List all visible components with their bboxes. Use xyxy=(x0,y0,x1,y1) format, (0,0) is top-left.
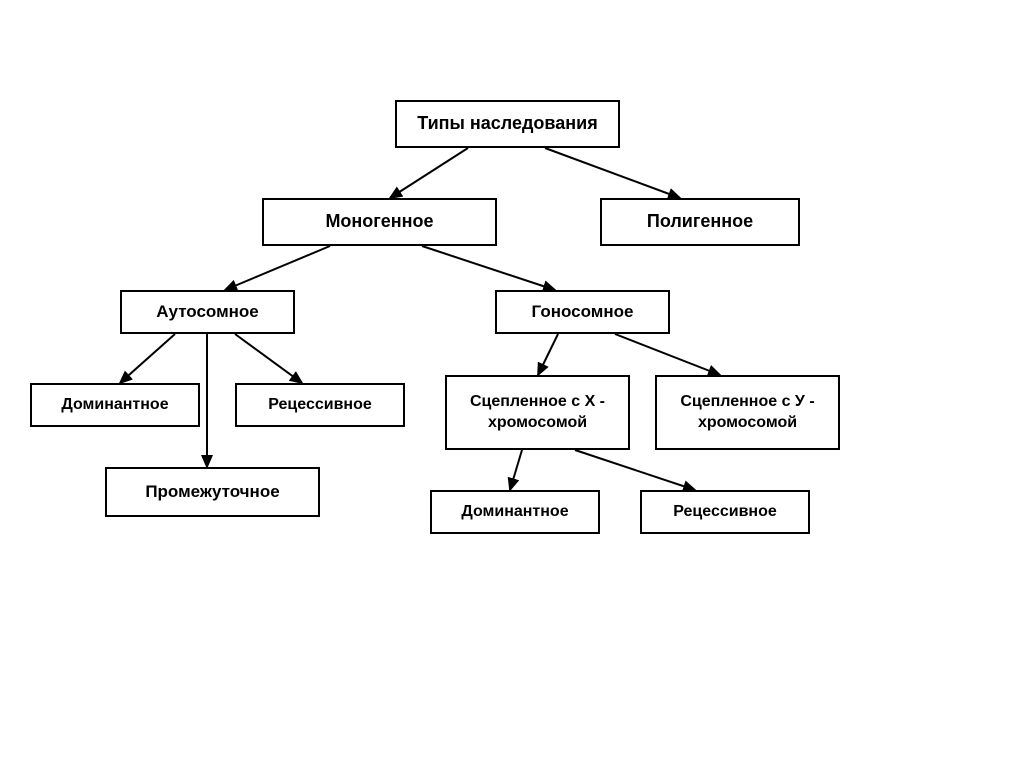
edge-auto-dom1 xyxy=(120,334,175,383)
edge-mono-auto xyxy=(225,246,330,290)
node-rec1: Рецессивное xyxy=(235,383,405,427)
edge-mono-gono xyxy=(422,246,555,290)
edge-auto-rec1 xyxy=(235,334,302,383)
node-ychr: Сцепленное с У - хромосомой xyxy=(655,375,840,450)
edge-root-poly xyxy=(545,148,680,198)
node-auto: Аутосомное xyxy=(120,290,295,334)
edge-xchr-dom2 xyxy=(510,450,522,490)
node-root: Типы наследования xyxy=(395,100,620,148)
node-poly: Полигенное xyxy=(600,198,800,246)
node-rec2: Рецессивное xyxy=(640,490,810,534)
edge-gono-ychr xyxy=(615,334,720,375)
node-xchr: Сцепленное с Х - хромосомой xyxy=(445,375,630,450)
node-dom2: Доминантное xyxy=(430,490,600,534)
node-inter: Промежуточное xyxy=(105,467,320,517)
edge-root-mono xyxy=(390,148,468,198)
node-dom1: Доминантное xyxy=(30,383,200,427)
edge-xchr-rec2 xyxy=(575,450,695,490)
edge-gono-xchr xyxy=(538,334,558,375)
node-mono: Моногенное xyxy=(262,198,497,246)
node-gono: Гоносомное xyxy=(495,290,670,334)
